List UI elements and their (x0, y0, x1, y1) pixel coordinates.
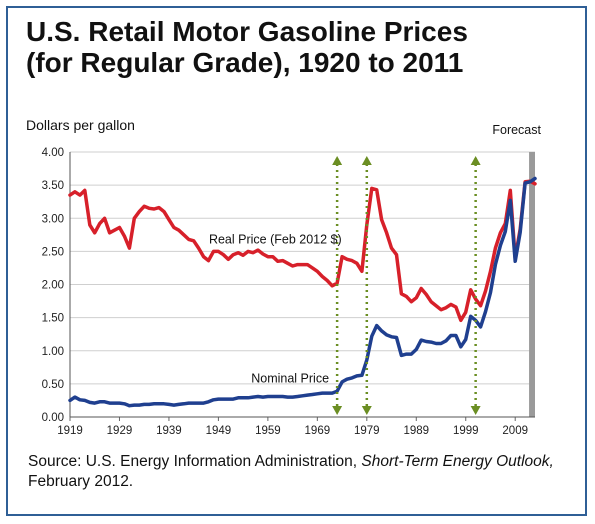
y-tick-label: 1.00 (42, 346, 64, 358)
forecast-band (529, 152, 535, 417)
x-tick-label: 1979 (354, 425, 380, 437)
chart-title: U.S. Retail Motor Gasoline Prices (for R… (26, 16, 468, 78)
x-tick-label: 1999 (453, 425, 479, 437)
real-price-label: Real Price (Feb 2012 $) (209, 232, 342, 246)
x-tick-label: 1989 (403, 425, 429, 437)
event-arrow-up (470, 156, 481, 165)
event-arrow-up (332, 156, 343, 165)
x-tick-label: 1929 (107, 425, 133, 437)
nominal-price-line (68, 176, 537, 408)
event-arrow-up (361, 156, 372, 165)
y-tick-label: 0.00 (42, 412, 64, 424)
y-tick-label: 3.50 (42, 180, 64, 192)
x-tick-label: 1919 (57, 425, 83, 437)
x-tick-label: 1949 (206, 425, 232, 437)
y-tick-label: 1.50 (42, 313, 64, 325)
y-tick-label: 2.50 (42, 246, 64, 258)
event-arrow-down (361, 406, 372, 415)
source-prefix: Source: U.S. Energy Information Administ… (28, 453, 358, 470)
y-tick-label: 3.00 (42, 213, 64, 225)
x-tick-label: 1969 (305, 425, 331, 437)
source-suffix: February 2012. (28, 473, 134, 490)
chart-frame (6, 6, 587, 516)
source-note: Source: U.S. Energy Information Administ… (28, 452, 573, 492)
x-tick-label: 1939 (156, 425, 182, 437)
event-arrow-down (470, 406, 481, 415)
source-publication: Short-Term Energy Outlook, (361, 453, 554, 470)
x-tick-label: 2009 (502, 425, 528, 437)
x-tick-label: 1959 (255, 425, 281, 437)
event-arrow-down (332, 406, 343, 415)
chart-title-line-2: (for Regular Grade), 1920 to 2011 (26, 47, 464, 78)
y-tick-label: 0.50 (42, 379, 64, 391)
real-price-line (68, 179, 537, 323)
nominal-price-label: Nominal Price (251, 372, 329, 386)
chart-title-line-1: U.S. Retail Motor Gasoline Prices (26, 16, 468, 47)
forecast-label: Forecast (492, 123, 541, 137)
y-axis-label: Dollars per gallon (26, 117, 135, 133)
y-tick-label: 2.00 (42, 280, 64, 292)
y-tick-label: 4.00 (42, 147, 64, 159)
